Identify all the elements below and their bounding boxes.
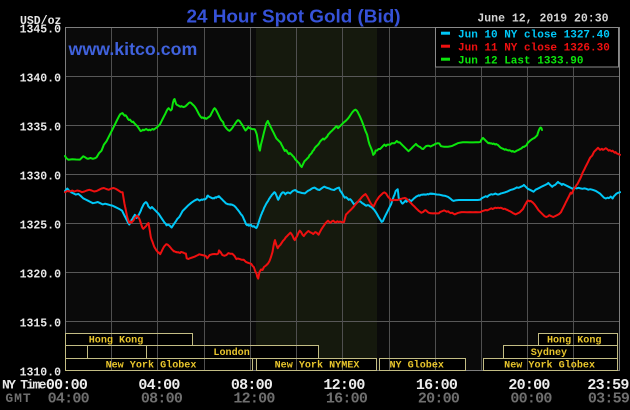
svg-text:NY Globex: NY Globex bbox=[389, 360, 444, 372]
svg-text:June 12, 2019 20:30: June 12, 2019 20:30 bbox=[477, 13, 608, 26]
svg-text:12:00: 12:00 bbox=[233, 391, 275, 408]
svg-text:23:59: 23:59 bbox=[587, 377, 629, 394]
svg-text:Sydney: Sydney bbox=[531, 347, 567, 359]
svg-text:00:00: 00:00 bbox=[510, 391, 552, 408]
svg-text:New York NYMEX: New York NYMEX bbox=[275, 360, 361, 372]
svg-text:16:00: 16:00 bbox=[416, 377, 458, 394]
svg-text:1315.0: 1315.0 bbox=[20, 317, 62, 330]
svg-text:Hong Kong: Hong Kong bbox=[89, 336, 144, 347]
svg-text:1330.0: 1330.0 bbox=[20, 170, 62, 183]
svg-text:04:00: 04:00 bbox=[48, 391, 90, 408]
svg-text:NY Time: NY Time bbox=[2, 378, 47, 393]
svg-text:24 Hour Spot Gold (Bid): 24 Hour Spot Gold (Bid) bbox=[186, 7, 400, 28]
svg-text:www.kitco.com: www.kitco.com bbox=[68, 39, 198, 59]
svg-text:12:00: 12:00 bbox=[323, 377, 365, 394]
svg-text:08:00: 08:00 bbox=[141, 391, 183, 408]
svg-text:20:00: 20:00 bbox=[508, 377, 550, 394]
svg-text:1310.0: 1310.0 bbox=[20, 366, 62, 379]
svg-text:03:59: 03:59 bbox=[588, 391, 630, 408]
svg-text:Hong Kong: Hong Kong bbox=[547, 336, 602, 347]
svg-text:Jun 10 NY close 1327.40: Jun 10 NY close 1327.40 bbox=[458, 29, 610, 41]
svg-text:Jun 12 Last 1333.90: Jun 12 Last 1333.90 bbox=[458, 55, 583, 67]
svg-text:GMT: GMT bbox=[5, 391, 31, 406]
svg-text:1325.0: 1325.0 bbox=[20, 219, 62, 232]
svg-text:New York Globex: New York Globex bbox=[504, 360, 595, 372]
svg-text:1320.0: 1320.0 bbox=[20, 268, 62, 281]
svg-text:04:00: 04:00 bbox=[138, 377, 180, 394]
svg-text:1340.0: 1340.0 bbox=[20, 72, 62, 85]
svg-text:16:00: 16:00 bbox=[326, 391, 368, 408]
svg-text:1345.0: 1345.0 bbox=[20, 23, 62, 36]
svg-text:Jun 11 NY close 1326.30: Jun 11 NY close 1326.30 bbox=[458, 42, 610, 54]
svg-text:08:00: 08:00 bbox=[231, 377, 273, 394]
svg-text:USD/oz: USD/oz bbox=[20, 15, 62, 28]
svg-text:New York Globex: New York Globex bbox=[106, 360, 197, 372]
svg-text:20:00: 20:00 bbox=[418, 391, 460, 408]
svg-text:00:00: 00:00 bbox=[46, 377, 88, 394]
svg-text:1335.0: 1335.0 bbox=[20, 121, 62, 134]
svg-text:London: London bbox=[213, 347, 249, 359]
